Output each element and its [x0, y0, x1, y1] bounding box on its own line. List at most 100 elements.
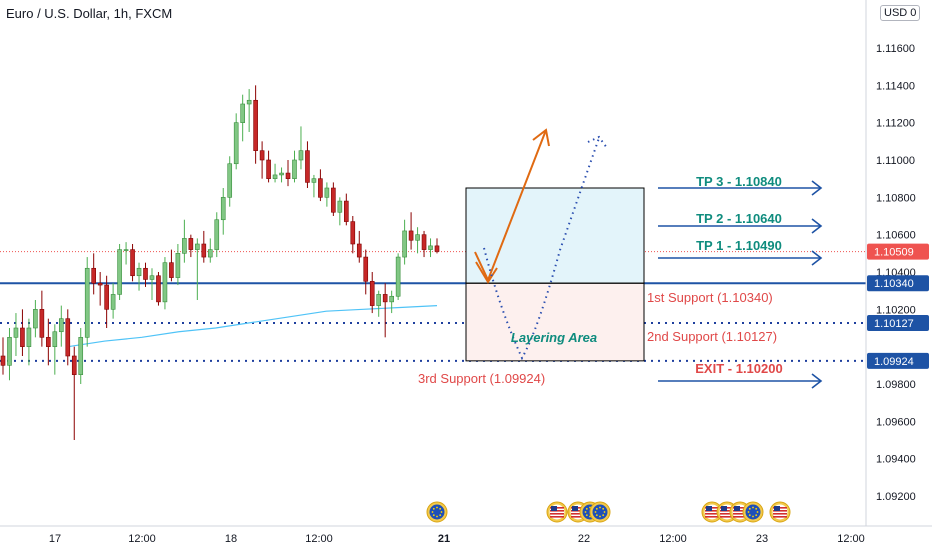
eu-star — [595, 514, 598, 517]
eu-flag-icon[interactable] — [426, 501, 448, 523]
eu-star — [432, 514, 435, 517]
candle-body — [58, 318, 64, 333]
candle-body — [104, 284, 109, 310]
candle-body — [259, 150, 265, 161]
us-canton — [721, 506, 727, 511]
candle-body — [175, 253, 181, 278]
candle-body — [421, 234, 427, 250]
candle-body — [376, 294, 382, 306]
us-flag-icon[interactable] — [769, 501, 791, 523]
us-flag-icon[interactable] — [546, 501, 568, 523]
candle — [259, 141, 265, 179]
time-tick-label: 12:00 — [659, 533, 687, 545]
eu-star — [752, 515, 754, 518]
eu-star — [755, 514, 758, 517]
candle-body — [201, 243, 207, 258]
candle — [104, 275, 109, 328]
candle-body — [220, 197, 226, 221]
candles — [0, 85, 440, 440]
us-stripe — [773, 516, 787, 518]
candle-body — [415, 234, 420, 241]
candle-body — [402, 230, 407, 258]
candle — [311, 174, 317, 198]
candle — [20, 309, 25, 356]
price-badge-text: 1.10340 — [874, 278, 914, 290]
price-badge: 1.10127 — [867, 314, 929, 331]
us-stripe — [720, 513, 734, 515]
candle-body — [272, 174, 278, 179]
time-tick-label: 12:00 — [305, 533, 333, 545]
eu-star — [594, 511, 597, 513]
time-tick-label: 17 — [49, 533, 61, 545]
candle — [421, 230, 427, 258]
level-lines — [0, 251, 866, 362]
candle-body — [227, 163, 233, 198]
orange-arrow-head — [532, 128, 550, 147]
candle — [136, 262, 142, 291]
candle — [169, 249, 174, 282]
candle — [84, 257, 90, 347]
tp1-arrow-head — [811, 250, 823, 266]
candle-body — [253, 99, 258, 151]
eu-flag-icon[interactable] — [589, 501, 611, 523]
candle-body — [78, 337, 84, 375]
candle — [71, 346, 77, 440]
candle — [162, 257, 168, 310]
candle — [240, 94, 245, 142]
support2-label: 2nd Support (1.10127) — [647, 329, 777, 344]
candle-body — [214, 219, 220, 250]
target-zone[interactable] — [465, 187, 645, 284]
candle — [389, 290, 394, 314]
price-tick-label: 1.11400 — [876, 80, 915, 92]
us-stripe — [571, 516, 585, 518]
eu-star — [585, 514, 588, 517]
event-markers[interactable] — [426, 501, 791, 523]
candle-body — [136, 267, 142, 277]
candle-body — [266, 159, 271, 179]
candle — [182, 219, 187, 263]
eu-star — [602, 507, 605, 510]
price-badge-bg — [867, 352, 929, 369]
trade-box[interactable] — [465, 187, 645, 362]
candle — [13, 313, 19, 356]
candle — [195, 238, 200, 300]
candle — [117, 244, 122, 300]
price-badge-bg — [867, 243, 929, 260]
dotted-blue-arrow-head — [587, 135, 608, 149]
tp1-label: TP 1 - 1.10490 — [696, 238, 782, 253]
candle-body — [65, 318, 71, 357]
eu-star — [752, 506, 754, 509]
eu-star — [748, 507, 751, 510]
price-tick-label: 1.10600 — [876, 230, 916, 242]
candle-body — [292, 159, 297, 179]
price-tick-label: 1.09400 — [876, 454, 916, 466]
price-axis[interactable]: 1.11600 1.11400 1.11200 1.11000 1.10800 1.106… — [865, 0, 916, 526]
currency-selector[interactable]: USD 0 — [880, 5, 921, 21]
candle-body — [169, 262, 174, 278]
price-tick-label: 1.11000 — [876, 155, 915, 167]
tp2-label: TP 2 - 1.10640 — [696, 211, 782, 226]
candle-body — [143, 267, 148, 280]
candle — [188, 234, 194, 258]
eu-flag-icon[interactable] — [742, 501, 764, 523]
candle-body — [382, 294, 388, 303]
time-axis[interactable]: 17 12:00 18 12:00 21 22 12:00 23 12:00 — [0, 525, 932, 545]
candle-body — [246, 99, 252, 105]
candle-body — [318, 178, 323, 198]
candle — [7, 328, 12, 381]
price-badge-text: 1.10127 — [874, 318, 914, 330]
layering-zone[interactable] — [465, 282, 645, 362]
price-tick-label: 1.11200 — [876, 118, 915, 130]
candle-body — [363, 256, 369, 282]
eu-star — [432, 507, 435, 510]
support1-label: 1st Support (1.10340) — [647, 290, 773, 305]
us-flag-icon[interactable] — [701, 501, 723, 523]
candle-body — [0, 355, 6, 366]
us-stripe — [733, 513, 747, 515]
price-badge: 1.09924 — [867, 352, 929, 369]
candle — [324, 182, 330, 207]
candle-body — [395, 256, 401, 297]
candle-body — [91, 267, 96, 284]
price-badge-bg — [867, 275, 929, 292]
